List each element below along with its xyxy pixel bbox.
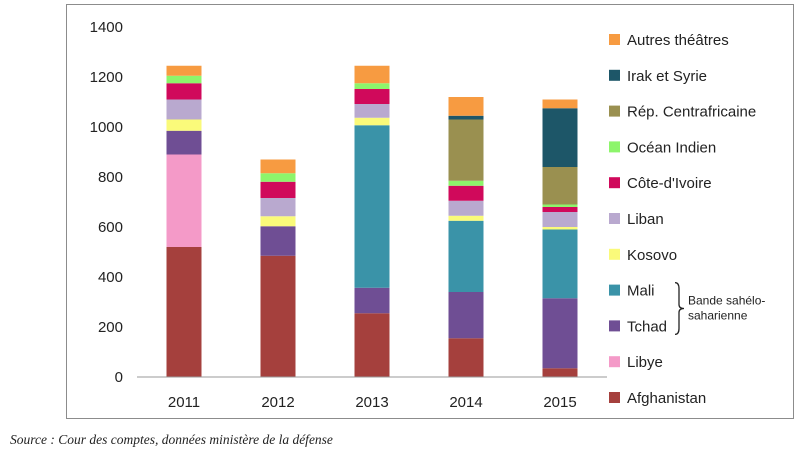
bar-segment-2013-autres-theatres [354, 65, 390, 84]
bar-segment-2014-kosovo [448, 215, 484, 221]
bracket-bande-sahelo-saharienne: Bande sahélo-saharienne [674, 281, 765, 336]
bar-segment-2014-rep-centrafricaine [448, 119, 484, 181]
y-tick-label: 400 [98, 269, 123, 286]
legend-label: Afghanistan [627, 390, 706, 407]
bracket-line [674, 281, 685, 336]
bar-segment-2014-irak-et-syrie [448, 115, 484, 120]
legend-label: Tchad [627, 318, 667, 335]
bar-segment-2011-liban [166, 99, 202, 120]
bar-segment-2015-irak-et-syrie [542, 108, 578, 167]
bar-segment-2015-liban [542, 212, 578, 227]
bar-segment-2012-ocean-indien [260, 173, 296, 182]
bracket-label-line: saharienne [688, 309, 748, 323]
legend-label: Autres théâtres [627, 32, 729, 49]
y-tick-label: 600 [98, 219, 123, 236]
bar-segment-2013-kosovo [354, 117, 390, 126]
bar-segment-2011-tchad [166, 130, 202, 155]
bar-segment-2012-liban [260, 198, 296, 217]
bar-segment-2011-afghanistan [166, 247, 202, 377]
bar-segment-2014-afghanistan [448, 338, 484, 377]
x-axis-tick-labels: 2011 2012 2013 2014 2015 [168, 394, 577, 411]
bar-segment-2015-cote-d-ivoire [542, 207, 578, 212]
legend-label: Rép. Centrafricaine [627, 104, 756, 121]
bar-segment-2015-mali [542, 229, 578, 299]
bar-segment-2011-kosovo [166, 119, 202, 131]
legend-swatch [609, 213, 620, 224]
y-tick-label: 0 [115, 369, 123, 386]
legend-label: Mali [627, 283, 655, 300]
legend-label: Liban [627, 211, 664, 228]
bracket-label-line: Bande sahélo- [688, 294, 765, 308]
bars [166, 65, 578, 377]
y-tick-label: 1200 [90, 69, 123, 86]
legend-swatch [609, 248, 620, 260]
bar-segment-2015-ocean-indien [542, 204, 578, 207]
bar-segment-2012-autres-theatres [260, 159, 296, 174]
bar-segment-2012-cote-d-ivoire [260, 181, 296, 198]
legend-swatch [609, 392, 620, 403]
legend-swatch [609, 69, 620, 81]
bar-segment-2014-tchad [448, 292, 484, 339]
bar-segment-2011-ocean-indien [166, 75, 202, 84]
legend: Autres théâtres Irak et Syrie Rép. Centraf… [609, 32, 756, 407]
legend-label: Irak et Syrie [627, 68, 707, 85]
bar-segment-2012-kosovo [260, 216, 296, 227]
y-tick-label: 1400 [90, 19, 123, 36]
x-tick-label: 2012 [261, 394, 294, 411]
x-tick-label: 2011 [168, 394, 200, 411]
legend-swatch [609, 141, 620, 153]
bar-segment-2015-kosovo [542, 227, 578, 230]
legend-label: Côte-d'Ivoire [627, 175, 712, 192]
x-tick-label: 2014 [449, 394, 482, 411]
bar-segment-2015-tchad [542, 298, 578, 369]
bar-segment-2014-cote-d-ivoire [448, 185, 484, 201]
chart-frame: 0 200 400 600 800 1000 1200 1400 2011 2012 2013 20… [66, 4, 794, 419]
legend-swatch [609, 356, 620, 368]
bar-segment-2015-afghanistan [542, 368, 578, 377]
bar-segment-2011-libye [166, 154, 202, 247]
bar-segment-2012-tchad [260, 226, 296, 256]
source-note: Source : Cour des comptes, données minis… [10, 432, 333, 447]
bar-segment-2015-rep-centrafricaine [542, 167, 578, 205]
bar-segment-2014-liban [448, 200, 484, 216]
legend-label: Kosovo [627, 247, 677, 264]
bar-segment-2013-cote-d-ivoire [354, 89, 390, 104]
bar-segment-2013-liban [354, 104, 390, 118]
bar-segment-2014-mali [448, 220, 484, 292]
bar-segment-2013-tchad [354, 287, 390, 314]
y-tick-label: 1000 [90, 119, 123, 136]
legend-swatch [609, 320, 620, 332]
bar-segment-2015-autres-theatres [542, 99, 578, 109]
x-tick-label: 2015 [543, 394, 576, 411]
legend-label: Libye [627, 354, 663, 371]
bar-segment-2012-afghanistan [260, 255, 296, 377]
legend-swatch [609, 34, 620, 45]
bar-segment-2014-ocean-indien [448, 180, 484, 186]
bar-segment-2013-afghanistan [354, 313, 390, 377]
legend-label: Océan Indien [627, 139, 716, 156]
x-tick-label: 2013 [355, 394, 388, 411]
bar-segment-2013-ocean-indien [354, 83, 390, 89]
legend-swatch [609, 284, 620, 296]
bar-segment-2011-cote-d-ivoire [166, 83, 202, 100]
legend-swatch [609, 177, 620, 189]
bar-segment-2014-autres-theatres [448, 97, 484, 116]
bar-segment-2013-mali [354, 125, 390, 288]
y-axis-ticks: 0 200 400 600 800 1000 1200 1400 [90, 19, 123, 386]
bar-segment-2011-autres-theatres [166, 65, 202, 76]
y-tick-label: 800 [98, 169, 123, 186]
legend-swatch [609, 105, 620, 117]
y-tick-label: 200 [98, 319, 123, 336]
